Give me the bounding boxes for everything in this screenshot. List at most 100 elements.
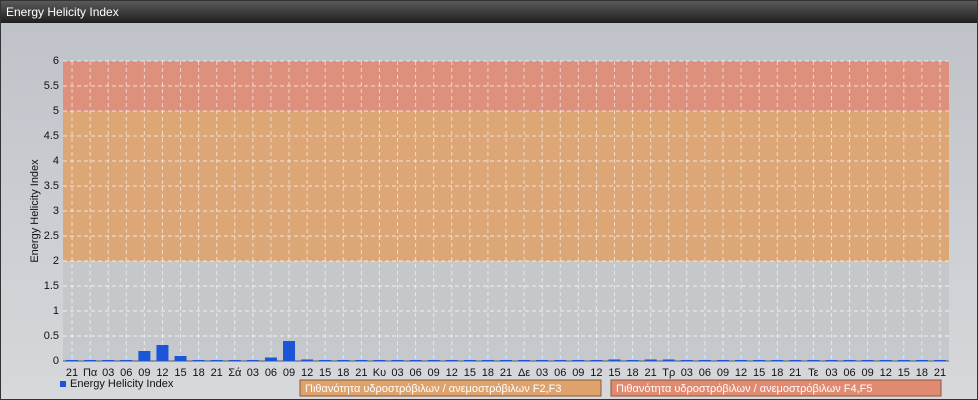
x-tick-label: 18 bbox=[482, 367, 494, 379]
bar bbox=[716, 360, 729, 361]
y-tick-label: 0 bbox=[53, 355, 59, 367]
bar bbox=[644, 359, 657, 361]
x-tick-label: 12 bbox=[156, 367, 168, 379]
x-tick-label: 15 bbox=[608, 367, 620, 379]
x-tick-label: 03 bbox=[247, 367, 259, 379]
bar bbox=[192, 360, 205, 361]
x-tick-label: 03 bbox=[391, 367, 403, 379]
x-tick-label: 21 bbox=[500, 367, 512, 379]
bar bbox=[626, 360, 639, 361]
x-tick-label: 06 bbox=[699, 367, 711, 379]
bar bbox=[337, 360, 350, 361]
y-tick-label: 1.5 bbox=[44, 280, 59, 292]
x-tick-label: 12 bbox=[735, 367, 747, 379]
band-legend-label: Πιθανότητα υδροστρόβιλων / ανεμοστρόβιλω… bbox=[305, 383, 562, 395]
x-tick-label: 15 bbox=[464, 367, 476, 379]
x-tick-label: Δε bbox=[518, 367, 530, 379]
x-tick-label: 12 bbox=[880, 367, 892, 379]
x-tick-label: 18 bbox=[771, 367, 783, 379]
x-tick-label: 06 bbox=[554, 367, 566, 379]
x-tick-label: 15 bbox=[174, 367, 186, 379]
bar bbox=[264, 357, 277, 361]
bar bbox=[500, 360, 512, 361]
x-tick-label: 09 bbox=[862, 367, 874, 379]
bar bbox=[572, 360, 585, 361]
bar bbox=[463, 360, 476, 361]
x-tick-label: 21 bbox=[66, 367, 78, 379]
y-tick-label: 1 bbox=[53, 305, 59, 317]
y-tick-label: 2 bbox=[53, 255, 59, 267]
x-tick-label: 09 bbox=[428, 367, 440, 379]
band-legend-box bbox=[299, 379, 602, 397]
x-tick-label: 09 bbox=[572, 367, 584, 379]
x-tick-label: 18 bbox=[916, 367, 928, 379]
bar bbox=[807, 360, 820, 361]
x-tick-label: Σά bbox=[228, 367, 242, 379]
bar bbox=[753, 360, 766, 361]
bar bbox=[355, 360, 368, 361]
x-tick-label: Κυ bbox=[373, 367, 386, 379]
bar bbox=[373, 360, 386, 361]
x-tick-label: 21 bbox=[355, 367, 367, 379]
bar bbox=[897, 360, 910, 361]
bar bbox=[283, 341, 296, 361]
chart: 0 0.5 1 1.5 2 2.5 3 3.5 4 4.5 5 5.5 6 Energy Helicity… bbox=[1, 23, 977, 399]
x-tick-label: Τρ bbox=[662, 367, 675, 379]
bar bbox=[246, 360, 259, 361]
bar bbox=[120, 360, 133, 361]
bar bbox=[735, 360, 748, 361]
bar bbox=[156, 345, 169, 361]
x-tick-label: 03 bbox=[681, 367, 693, 379]
x-tick-label: 15 bbox=[898, 367, 910, 379]
bar bbox=[174, 356, 187, 361]
x-tick-label: 15 bbox=[319, 367, 331, 379]
bar bbox=[481, 360, 494, 361]
title-bar: Energy Helicity Index bbox=[1, 1, 977, 23]
bar bbox=[608, 359, 621, 361]
bar bbox=[409, 360, 422, 361]
bar bbox=[391, 360, 404, 361]
y-tick-label: 5 bbox=[53, 105, 59, 117]
bar bbox=[789, 360, 802, 361]
legend-label: Energy Helicity Index bbox=[70, 378, 174, 390]
bar bbox=[210, 360, 223, 361]
y-tick-label: 3 bbox=[53, 205, 59, 217]
band-legend-box bbox=[610, 379, 942, 397]
y-tick-label: 4 bbox=[53, 155, 59, 167]
x-tick-label: 21 bbox=[211, 367, 223, 379]
x-tick-label: Τε bbox=[808, 367, 819, 379]
x-tick-label: 03 bbox=[825, 367, 837, 379]
y-tick-label: 0.5 bbox=[44, 330, 59, 342]
bar bbox=[825, 360, 838, 361]
x-tick-label: 12 bbox=[590, 367, 602, 379]
bar bbox=[771, 360, 784, 361]
x-tick-label: 18 bbox=[626, 367, 638, 379]
bar bbox=[301, 359, 314, 361]
bar bbox=[319, 360, 332, 361]
x-tick-label: 12 bbox=[301, 367, 313, 379]
bar bbox=[680, 360, 693, 361]
x-tick-label: 06 bbox=[120, 367, 132, 379]
legend-swatch bbox=[60, 381, 66, 387]
bar bbox=[445, 360, 458, 361]
x-tick-label: 12 bbox=[446, 367, 458, 379]
y-tick-label: 4.5 bbox=[44, 130, 59, 142]
x-tick-label: 09 bbox=[138, 367, 150, 379]
x-tick-label: 09 bbox=[717, 367, 729, 379]
bar bbox=[590, 360, 603, 361]
bar bbox=[861, 360, 874, 361]
x-tick-label: 06 bbox=[409, 367, 421, 379]
bar bbox=[879, 360, 892, 361]
bar bbox=[933, 360, 946, 361]
bar bbox=[518, 360, 531, 361]
x-tick-label: 06 bbox=[843, 367, 855, 379]
y-tick-label: 2.5 bbox=[44, 230, 59, 242]
band-legend-label: Πιθανότητα υδροστρόβιλων / ανεμοστρόβιλω… bbox=[616, 383, 873, 395]
bar bbox=[102, 360, 115, 361]
bar bbox=[843, 360, 856, 361]
x-tick-label: 06 bbox=[265, 367, 277, 379]
y-tick-label: 3.5 bbox=[44, 180, 59, 192]
bar bbox=[427, 360, 440, 361]
x-tick-label: 03 bbox=[102, 367, 114, 379]
x-tick-label: 18 bbox=[337, 367, 349, 379]
